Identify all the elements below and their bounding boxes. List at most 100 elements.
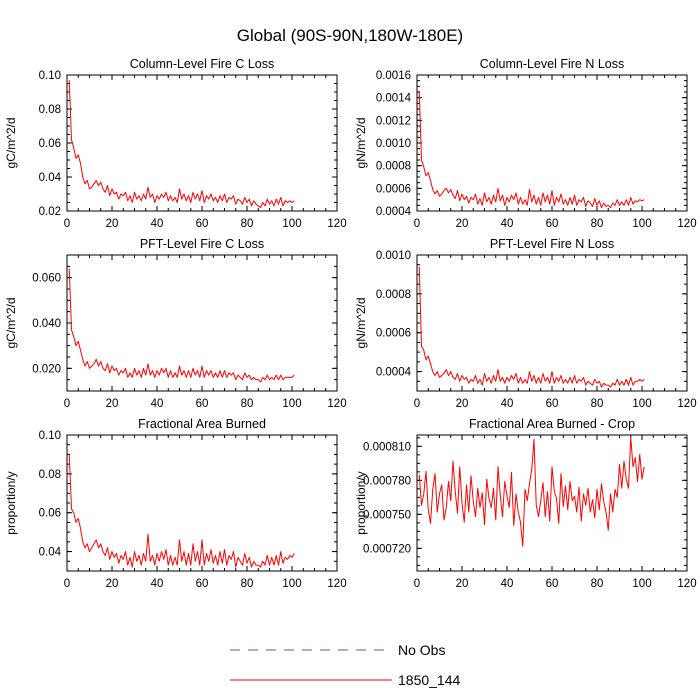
y-tick-label: 0.0008 <box>376 161 411 173</box>
y-tick-label: 0.10 <box>39 70 61 82</box>
chart-panel: Column-Level Fire N Loss gN/m^2/d 0 20 40 60 8… <box>354 57 697 230</box>
legend: No Obs 1850_144 <box>230 642 461 688</box>
series-line-1850_144 <box>68 268 295 383</box>
plot-frame <box>416 254 688 392</box>
y-tick-label: 0.04 <box>39 547 62 559</box>
x-tick-label: 120 <box>677 578 696 590</box>
x-tick-label: 100 <box>282 218 301 230</box>
x-tick-label: 0 <box>414 218 420 230</box>
y-tick-label: 0.02 <box>39 206 61 218</box>
x-tick-label: 0 <box>414 578 420 590</box>
x-tick-label: 60 <box>546 218 559 230</box>
y-tick-label: 0.0010 <box>376 138 411 150</box>
x-tick-label: 20 <box>106 398 119 410</box>
y-tick-label: 0.06 <box>39 508 61 520</box>
y-tick-label: 0.0004 <box>376 367 412 379</box>
x-tick-label: 100 <box>632 398 651 410</box>
panel-title: PFT-Level Fire C Loss <box>140 237 264 251</box>
y-tick-label: 0.040 <box>32 318 61 330</box>
panel-title: PFT-Level Fire N Loss <box>490 237 614 251</box>
chart-panel: Fractional Area Burned proportion/y 0 20 40 6… <box>4 417 347 590</box>
x-tick-label: 0 <box>64 578 70 590</box>
y-tick-label: 0.060 <box>32 273 61 285</box>
y-tick-label: 0.000750 <box>363 509 411 521</box>
panel-title: Fractional Area Burned - Crop <box>469 417 635 431</box>
chart-panel: Fractional Area Burned - Crop proportion/… <box>354 417 697 590</box>
legend-label: No Obs <box>398 642 445 658</box>
x-tick-label: 80 <box>591 218 604 230</box>
x-tick-label: 40 <box>151 578 164 590</box>
x-tick-label: 40 <box>501 218 514 230</box>
y-axis-label: gC/m^2/d <box>4 298 18 349</box>
y-tick-label: 0.020 <box>32 363 61 375</box>
y-tick-label: 0.000810 <box>363 441 411 453</box>
panel-title: Column-Level Fire N Loss <box>480 57 625 71</box>
x-tick-label: 80 <box>241 218 254 230</box>
y-tick-label: 0.000720 <box>363 543 411 555</box>
x-tick-label: 120 <box>327 578 346 590</box>
y-tick-label: 0.0006 <box>376 183 411 195</box>
y-tick-label: 0.10 <box>39 430 61 442</box>
x-tick-label: 120 <box>677 218 696 230</box>
y-tick-label: 0.0014 <box>376 93 412 105</box>
x-tick-label: 20 <box>106 578 119 590</box>
x-tick-label: 40 <box>151 398 164 410</box>
y-tick-label: 0.0006 <box>376 328 411 340</box>
x-tick-label: 100 <box>632 218 651 230</box>
y-axis-label: gC/m^2/d <box>4 118 18 169</box>
x-tick-label: 80 <box>241 578 254 590</box>
x-tick-label: 100 <box>632 578 651 590</box>
y-axis-label: gN/m^2/d <box>354 118 368 169</box>
y-tick-label: 0.000780 <box>363 475 411 487</box>
series-line-1850_144 <box>68 454 295 568</box>
x-tick-label: 40 <box>501 578 514 590</box>
series-line-1850_144 <box>418 90 645 209</box>
x-tick-label: 60 <box>196 398 209 410</box>
x-tick-label: 60 <box>546 578 559 590</box>
x-tick-label: 80 <box>591 398 604 410</box>
y-tick-label: 0.0004 <box>376 206 412 218</box>
y-tick-label: 0.0012 <box>376 115 411 127</box>
x-tick-label: 120 <box>677 398 696 410</box>
x-tick-label: 0 <box>64 218 70 230</box>
x-tick-label: 40 <box>501 398 514 410</box>
x-tick-label: 20 <box>456 398 469 410</box>
chart-panel: Column-Level Fire C Loss gC/m^2/d 0 20 40 60 8… <box>4 57 347 230</box>
y-tick-label: 0.0008 <box>376 289 411 301</box>
y-tick-label: 0.08 <box>39 104 61 116</box>
x-tick-label: 120 <box>327 398 346 410</box>
x-tick-label: 60 <box>546 398 559 410</box>
x-tick-label: 60 <box>196 218 209 230</box>
x-tick-label: 120 <box>327 218 346 230</box>
x-tick-label: 20 <box>106 218 119 230</box>
y-tick-label: 0.06 <box>39 138 61 150</box>
x-tick-label: 0 <box>414 398 420 410</box>
y-tick-label: 0.0010 <box>376 250 411 262</box>
chart-panel: PFT-Level Fire C Loss gC/m^2/d 0 20 40 60 80 10… <box>4 237 347 410</box>
x-tick-label: 20 <box>456 578 469 590</box>
panel-title: Fractional Area Burned <box>138 417 266 431</box>
x-tick-label: 60 <box>196 578 209 590</box>
legend-label: 1850_144 <box>398 672 461 688</box>
panel-title: Column-Level Fire C Loss <box>130 57 275 71</box>
y-tick-label: 0.04 <box>39 172 62 184</box>
series-line-1850_144 <box>418 436 645 547</box>
x-tick-label: 80 <box>241 398 254 410</box>
x-tick-label: 100 <box>282 398 301 410</box>
series-line-1850_144 <box>68 80 295 209</box>
series-line-1850_144 <box>418 266 645 388</box>
plot-frame <box>66 254 338 392</box>
y-tick-label: 0.08 <box>39 469 61 481</box>
x-tick-label: 80 <box>591 578 604 590</box>
x-tick-label: 40 <box>151 218 164 230</box>
x-tick-label: 0 <box>64 398 70 410</box>
plot-frame <box>66 434 338 572</box>
panels-container: Column-Level Fire C Loss gC/m^2/d 0 20 40 60 8… <box>4 57 697 590</box>
figure-title: Global (90S-90N,180W-180E) <box>237 26 463 45</box>
x-tick-label: 20 <box>456 218 469 230</box>
y-axis-label: proportion/y <box>4 471 18 534</box>
y-axis-label: gN/m^2/d <box>354 298 368 349</box>
x-tick-label: 100 <box>282 578 301 590</box>
y-tick-label: 0.0016 <box>376 70 411 82</box>
